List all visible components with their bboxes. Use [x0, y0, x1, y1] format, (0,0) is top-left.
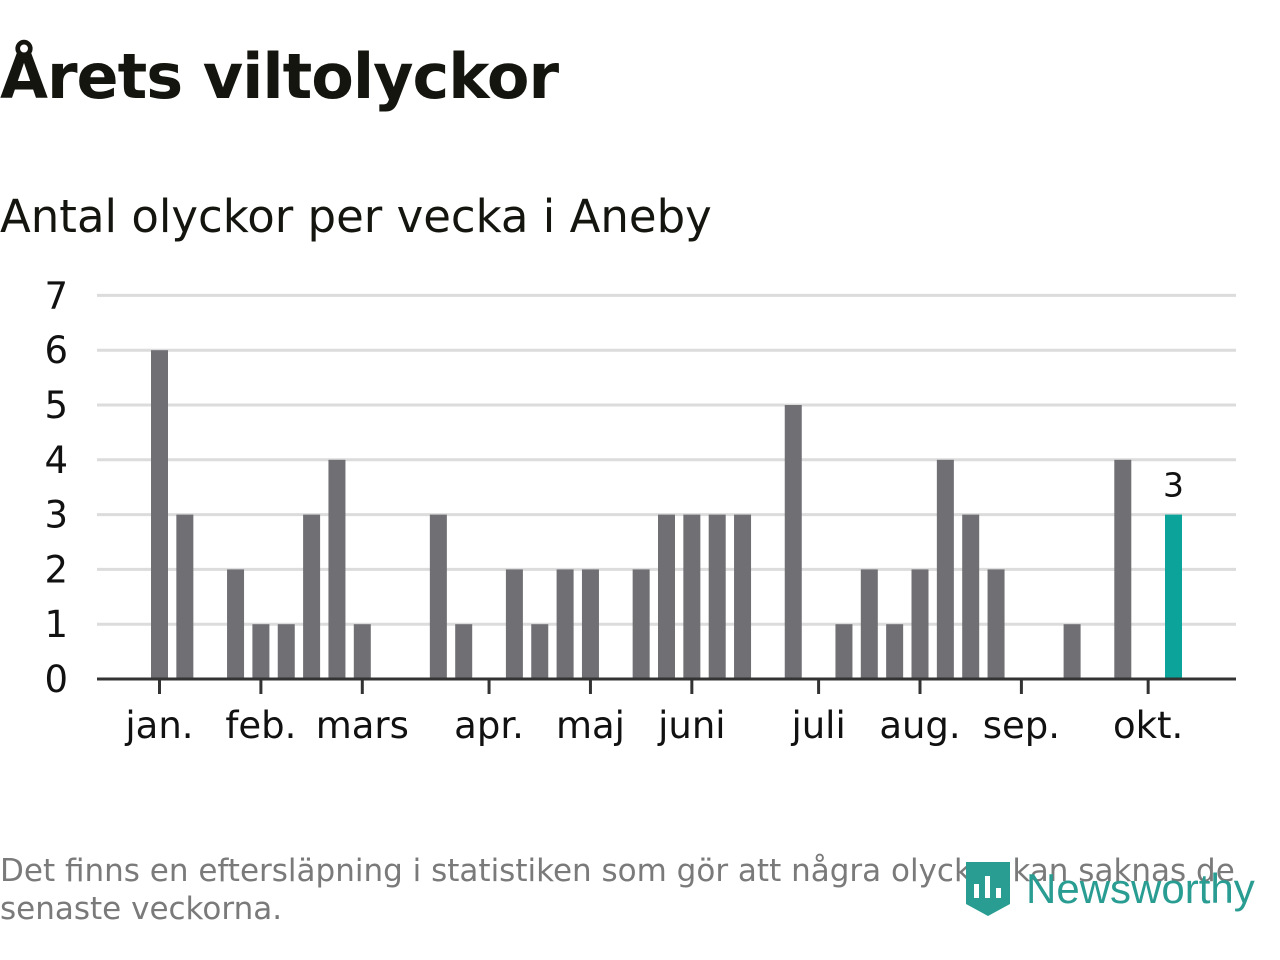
bar: [987, 569, 1005, 679]
bar-chart: 0 1 2 3 4 5 6 7 3 jan. feb. mars apr. maj juni juli au…: [44, 274, 1236, 747]
y-tick-label: 2: [44, 548, 68, 591]
bar: [252, 624, 270, 679]
bar: [303, 514, 321, 679]
bar-highlight: [1165, 514, 1182, 679]
bar: [531, 624, 549, 679]
bar: [353, 624, 371, 679]
y-tick-label: 0: [44, 658, 68, 701]
bar: [277, 624, 295, 679]
bar: [911, 569, 929, 679]
bar: [658, 514, 675, 679]
bar: [455, 624, 473, 679]
bar: [632, 569, 650, 679]
newsworthy-logo-text: Newsworthy: [1026, 865, 1255, 912]
y-tick-label: 5: [44, 384, 68, 427]
bar: [784, 405, 802, 679]
x-tick-label: apr.: [454, 704, 524, 747]
bar: [505, 569, 523, 679]
x-tick-label: maj: [556, 704, 625, 747]
bars: 3: [151, 350, 1184, 679]
y-tick-label: 6: [44, 329, 68, 372]
y-tick-label: 1: [44, 603, 68, 646]
x-tick-label: okt.: [1113, 704, 1183, 747]
chart-subtitle: Antal olyckor per vecka i Aneby: [0, 190, 712, 243]
bar-data-label: 3: [1163, 466, 1184, 505]
bar: [1114, 459, 1132, 679]
chart-title: Årets viltolyckor: [0, 40, 559, 113]
x-tick-label: jan.: [124, 704, 193, 747]
footnote: Det finns en eftersläpning i statistiken…: [0, 853, 1235, 927]
bar: [886, 624, 904, 679]
x-tick-label: feb.: [225, 704, 296, 747]
bar: [556, 569, 574, 679]
y-tick-label: 4: [44, 439, 68, 482]
bar: [835, 624, 853, 679]
x-axis-ticks: jan. feb. mars apr. maj juni juli aug. sep. okt.: [124, 679, 1183, 747]
x-tick-label: juni: [657, 704, 725, 747]
bar: [734, 514, 752, 679]
y-tick-label: 7: [44, 274, 68, 317]
bar: [227, 569, 245, 679]
bar: [962, 514, 980, 679]
bar: [151, 350, 168, 679]
bar: [708, 514, 726, 679]
x-tick-label: mars: [316, 704, 409, 747]
bar: [176, 514, 194, 679]
y-axis-ticks: 0 1 2 3 4 5 6 7: [44, 274, 68, 701]
bar: [581, 569, 599, 679]
bar: [683, 514, 701, 679]
newsworthy-logo-icon: [966, 862, 1010, 916]
bar: [429, 514, 447, 679]
x-tick-label: juli: [790, 704, 845, 747]
y-tick-label: 3: [44, 494, 68, 537]
x-tick-label: aug.: [879, 704, 960, 747]
newsworthy-logo: Newsworthy: [962, 858, 1255, 920]
bar: [1063, 624, 1081, 679]
bar: [936, 459, 954, 679]
bar: [860, 569, 878, 679]
bar: [328, 459, 346, 679]
gridlines: [97, 293, 1236, 626]
x-tick-label: sep.: [983, 704, 1060, 747]
